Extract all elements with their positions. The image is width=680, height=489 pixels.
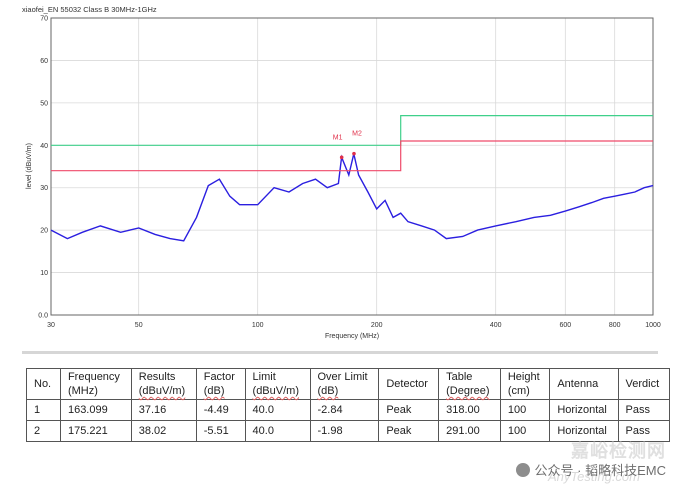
table-cell: Pass — [617, 420, 671, 442]
table-cell: 38.02 — [130, 420, 197, 442]
header-title: Limit — [252, 371, 276, 383]
table-header-cell: Table (Degree) — [438, 368, 501, 400]
x-axis-label: Frequency (MHz) — [325, 333, 379, 340]
table-cell: 100 — [499, 399, 551, 421]
plot-frame — [50, 17, 654, 316]
header-title: Frequency — [67, 371, 120, 383]
watermark-ghost: 嘉峪检测网 — [571, 441, 666, 461]
header-unit: (dB) — [317, 385, 339, 397]
x-tick-label: 50 — [135, 322, 143, 329]
series-limit-green-line — [51, 114, 653, 146]
series-measurement-line — [50, 153, 654, 242]
header-title: Factor — [203, 371, 235, 383]
series-group — [50, 114, 654, 242]
header-unit: (cm) — [507, 385, 530, 397]
table-cell: -5.51 — [195, 420, 246, 442]
table-cell: 37.16 — [130, 399, 197, 421]
section-divider — [22, 351, 658, 354]
y-axis-label: level (dBuV/m) — [26, 143, 33, 189]
y-tick-label: 0.0 — [38, 313, 48, 320]
watermark: 公众号 · 韬略科技EMC — [515, 460, 666, 479]
header-title: No. — [34, 378, 52, 390]
y-tick-label: 70 — [40, 16, 48, 23]
table-header-cell: Limit (dBuV/m) — [244, 368, 311, 400]
y-tick-label: 10 — [40, 270, 48, 277]
y-tick-label: 40 — [40, 143, 48, 150]
x-tick-label: 100 — [252, 322, 264, 329]
x-tick-label: 30 — [47, 322, 55, 329]
table-cell: -2.84 — [309, 399, 380, 421]
grid — [50, 17, 654, 316]
table-header-row: No. Frequency (MHz) Results (dBuV/m) Factor (d… — [26, 368, 671, 400]
emission-chart: xiaofei_EN 55032 Class B 30MHz-1GHz 0.0 1… — [22, 5, 661, 340]
table-cell: -4.49 — [195, 399, 246, 421]
y-axis-ticks: 0.0 10 20 30 40 50 60 70 — [38, 16, 48, 320]
marker-point — [352, 151, 356, 156]
results-table: No. Frequency (MHz) Results (dBuV/m) Factor (d… — [26, 368, 671, 442]
header-title: Results — [138, 371, 176, 383]
table-cell: Peak — [378, 420, 440, 442]
header-unit: (Degree) — [446, 385, 490, 397]
header-title: Over Limit — [317, 371, 368, 383]
y-tick-label: 60 — [40, 58, 48, 65]
chart-title: xiaofei_EN 55032 Class B 30MHz-1GHz — [22, 5, 157, 14]
table-row: 1 163.099 37.16 -4.49 40.0 -2.84 Peak 318.00 100… — [26, 399, 671, 421]
y-tick-label: 50 — [40, 100, 48, 107]
watermark-ghost-url: AnyTesting.com — [547, 469, 640, 484]
y-tick-label: 30 — [40, 185, 48, 192]
table-cell: 291.00 — [438, 420, 501, 442]
header-unit: (dBuV/m) — [138, 385, 186, 397]
header-title: Verdict — [625, 378, 660, 390]
table-cell: 40.0 — [244, 399, 311, 421]
table-header-cell: Frequency (MHz) — [59, 368, 132, 400]
x-tick-label: 200 — [371, 322, 383, 329]
header-title: Detector — [386, 378, 428, 390]
table-cell: Horizontal — [549, 399, 619, 421]
table-header-cell: Factor (dB) — [195, 368, 246, 400]
header-title: Antenna — [557, 378, 599, 390]
table-cell: -1.98 — [309, 420, 380, 442]
marker-label: M2 — [352, 131, 362, 138]
table-cell: 2 — [26, 420, 61, 442]
x-axis-ticks: 30 50 100 200 400 600 800 1000 — [47, 322, 661, 329]
header-title: Table — [446, 371, 473, 383]
table-cell: 100 — [499, 420, 551, 442]
table-cell: Peak — [378, 399, 440, 421]
table-cell: Pass — [617, 399, 671, 421]
table-cell: 40.0 — [244, 420, 311, 442]
table-header-cell: Results (dBuV/m) — [130, 368, 197, 400]
table-cell: 163.099 — [59, 399, 132, 421]
marker-point — [339, 155, 344, 160]
series-limit-red-line — [51, 140, 653, 172]
header-unit: (dB) — [203, 385, 225, 397]
table-row: 2 175.221 38.02 -5.51 40.0 -1.98 Peak 291.00 100… — [26, 420, 671, 442]
x-tick-label: 400 — [490, 322, 502, 329]
table-cell: 1 — [26, 399, 61, 421]
table-cell: 318.00 — [438, 399, 501, 421]
table-cell: 175.221 — [59, 420, 132, 442]
y-tick-label: 20 — [40, 228, 48, 235]
table-header-cell: Antenna — [549, 368, 619, 400]
table-header-cell: Over Limit (dB) — [309, 368, 380, 400]
wechat-icon — [515, 462, 530, 477]
header-unit: (dBuV/m) — [252, 385, 299, 397]
x-tick-label: 800 — [609, 322, 621, 329]
table-header-cell: Height (cm) — [499, 368, 551, 400]
table-header-cell: Detector — [378, 368, 440, 400]
table-header-cell: No. — [26, 368, 61, 400]
table-header-cell: Verdict — [617, 368, 671, 400]
header-unit: (MHz) — [67, 385, 98, 397]
x-tick-label: 600 — [559, 322, 571, 329]
marker-group: M1 M2 — [333, 131, 362, 160]
header-title: Height — [507, 371, 540, 383]
watermark-label: 公众号 · 韬略科技EMC — [534, 463, 666, 478]
x-tick-label: 1000 — [645, 322, 661, 329]
marker-label: M1 — [333, 134, 343, 141]
